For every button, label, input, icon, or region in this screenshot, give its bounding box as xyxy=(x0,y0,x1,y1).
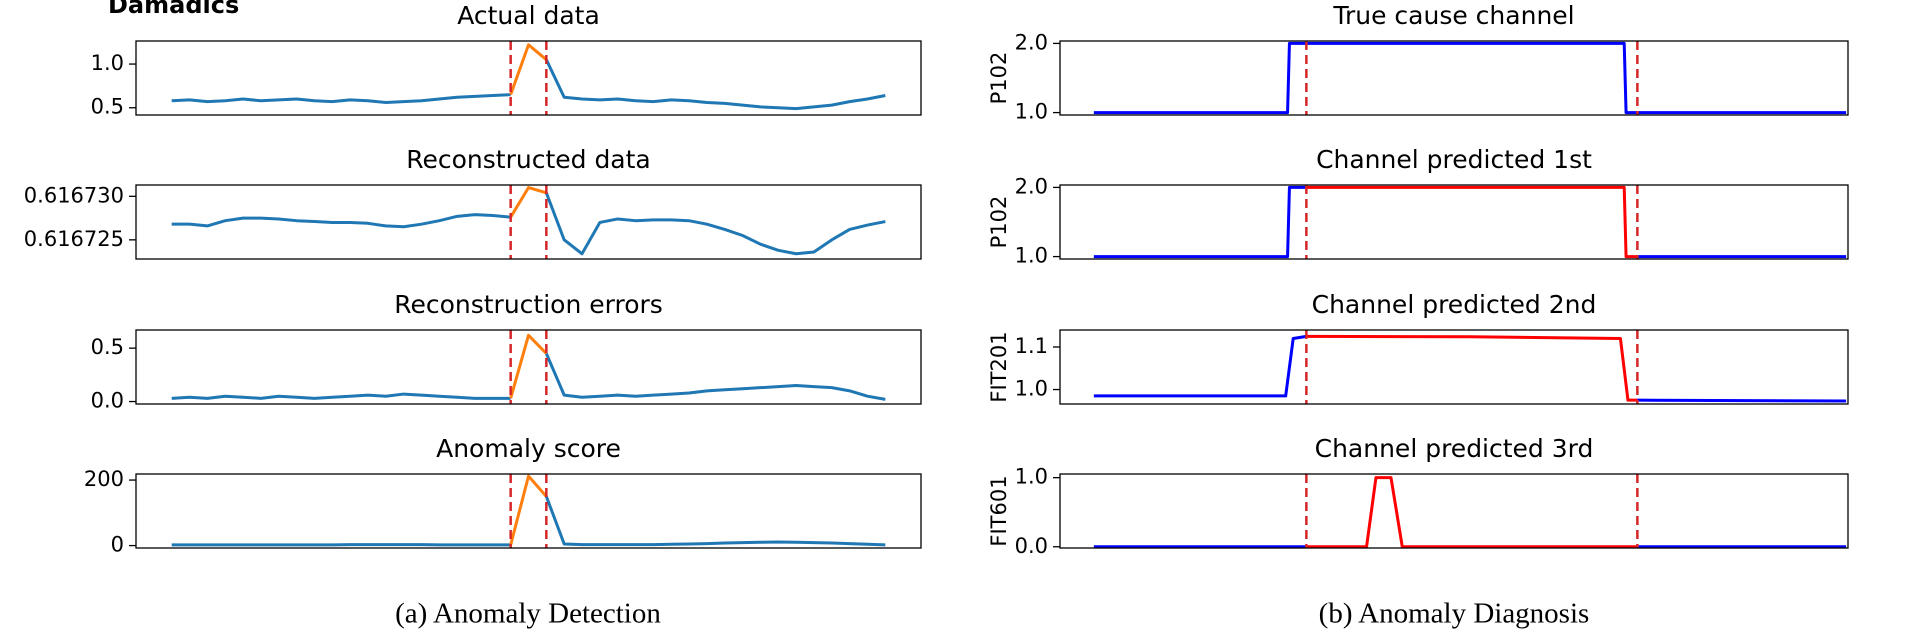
plot-frame xyxy=(1059,40,1849,116)
dataset-label: Damadics xyxy=(108,0,239,19)
series-line xyxy=(509,43,548,96)
subplot-title: Actual data xyxy=(457,1,600,30)
subplot-title: Anomaly score xyxy=(436,434,621,463)
series-line xyxy=(171,352,886,401)
y-axis-label: P102 xyxy=(987,196,1011,249)
y-tick-label: 0.0 xyxy=(1015,534,1048,558)
subplot-title: Reconstructed data xyxy=(406,145,651,174)
series-line xyxy=(1093,41,1847,115)
series-line xyxy=(1306,185,1638,259)
series-line xyxy=(509,474,548,546)
plot-frame xyxy=(1059,184,1849,260)
subplot-title: True cause channel xyxy=(1332,1,1574,30)
plot-frame xyxy=(1059,473,1849,549)
y-tick-label: 2.0 xyxy=(1015,174,1048,198)
y-axis-label: FIT201 xyxy=(987,331,1011,402)
y-axis-label: P102 xyxy=(987,52,1011,105)
y-axis-label: FIT601 xyxy=(987,475,1011,546)
y-tick-label: 1.1 xyxy=(1015,334,1048,358)
subplot-title: Channel predicted 2nd xyxy=(1312,290,1597,319)
plot-frame xyxy=(1059,329,1849,405)
series-line xyxy=(1306,476,1638,549)
y-tick-label: 1.0 xyxy=(1015,244,1048,268)
plot-frame xyxy=(135,329,922,405)
subplot-title: Channel predicted 1st xyxy=(1316,145,1592,174)
y-tick-label: 1.0 xyxy=(1015,377,1048,401)
caption: (b) Anomaly Diagnosis xyxy=(1319,598,1590,630)
y-tick-label: 0.0 xyxy=(91,389,124,413)
series-line xyxy=(171,495,886,547)
y-tick-label: 1.0 xyxy=(1015,465,1048,489)
y-tick-label: 0 xyxy=(111,533,124,557)
y-tick-label: 0.616725 xyxy=(24,227,124,251)
plot-frame xyxy=(135,184,922,260)
series-line xyxy=(1306,334,1638,402)
series-line xyxy=(1093,334,1847,403)
y-tick-label: 1.0 xyxy=(1015,100,1048,124)
y-tick-label: 200 xyxy=(84,467,124,491)
plot-frame xyxy=(135,473,922,549)
subplot-title: Reconstruction errors xyxy=(394,290,663,319)
y-tick-label: 1.0 xyxy=(91,51,124,75)
series-line xyxy=(509,333,548,399)
series-line xyxy=(171,59,886,111)
y-tick-label: 0.5 xyxy=(91,335,124,359)
y-tick-label: 0.616730 xyxy=(24,183,124,207)
y-tick-label: 0.5 xyxy=(91,95,124,119)
caption: (a) Anomaly Detection xyxy=(395,598,661,630)
series-line xyxy=(1093,185,1847,259)
plot-frame xyxy=(135,40,922,116)
y-tick-label: 2.0 xyxy=(1015,30,1048,54)
series-line xyxy=(171,192,886,256)
subplot-title: Channel predicted 3rd xyxy=(1315,434,1594,463)
series-line xyxy=(509,186,547,218)
